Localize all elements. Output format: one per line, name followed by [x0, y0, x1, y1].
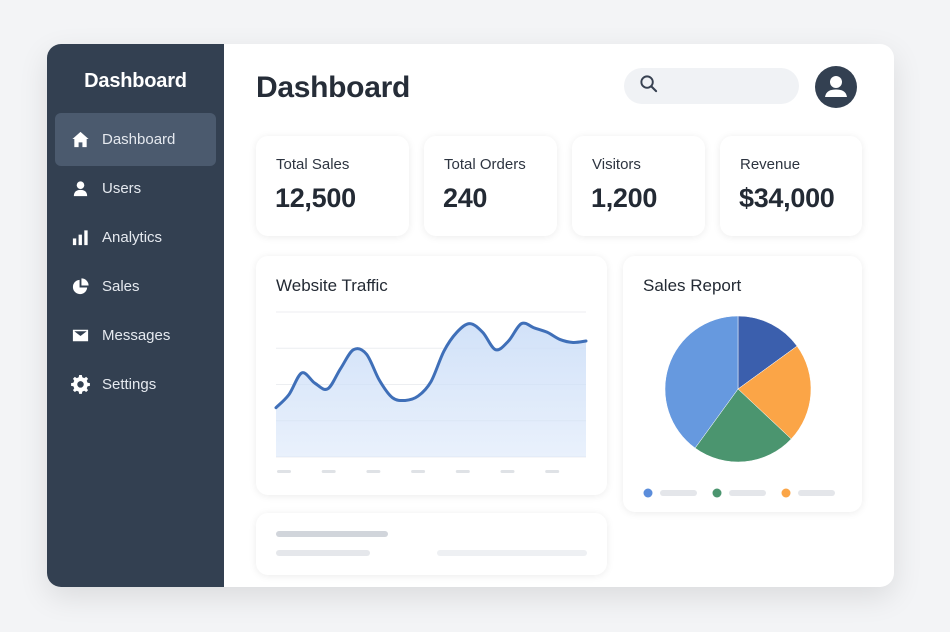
dashboard-window: Dashboard Dashboard Users Analytics [47, 44, 894, 587]
search-icon [639, 74, 658, 98]
stat-label: Visitors [592, 156, 641, 173]
bar-chart-icon [71, 228, 90, 247]
traffic-line [274, 321, 588, 410]
sidebar-item-label: Settings [102, 376, 157, 393]
sidebar-item-analytics[interactable]: Analytics [55, 211, 216, 264]
stat-card-visitors: Visitors 1,200 [572, 136, 705, 236]
pie-slice [694, 388, 792, 463]
x-tick-placeholder [411, 470, 426, 473]
sidebar-item-messages[interactable]: Messages [55, 309, 216, 362]
x-tick-placeholder [500, 470, 515, 473]
page-title: Dashboard [256, 71, 410, 104]
traffic-area [276, 323, 586, 457]
home-icon [71, 130, 90, 149]
sidebar-item-label: Analytics [102, 229, 163, 246]
sidebar-item-label: Users [102, 180, 142, 197]
x-tick-placeholder [545, 470, 560, 473]
traffic-chart [274, 311, 588, 473]
sidebar-nav: Dashboard Users Analytics Sales [47, 112, 224, 411]
legend-label-placeholder [660, 490, 697, 496]
chart-title: Sales Report [643, 276, 742, 295]
placeholder-card [256, 513, 607, 575]
pie-slice [664, 315, 739, 449]
x-tick-placeholder [366, 470, 381, 473]
website-traffic-card: Website Traffic [256, 256, 607, 495]
legend-swatch [712, 488, 722, 498]
sidebar-item-label: Messages [102, 327, 171, 344]
chart-title: Website Traffic [276, 276, 388, 295]
user-avatar-icon[interactable] [815, 66, 857, 108]
sidebar-title: Dashboard [84, 70, 187, 92]
pie-slice [737, 315, 798, 390]
user-icon [71, 179, 90, 198]
stat-value: 1,200 [591, 183, 658, 213]
legend-swatch [643, 488, 653, 498]
envelope-icon [71, 326, 90, 345]
sales-pie-chart [643, 315, 835, 498]
stat-card-revenue: Revenue $34,000 [720, 136, 862, 236]
sidebar-item-users[interactable]: Users [55, 162, 216, 215]
stat-value: $34,000 [739, 183, 835, 213]
sidebar-item-dashboard[interactable]: Dashboard [55, 113, 216, 166]
stat-card-total-sales: Total Sales 12,500 [256, 136, 409, 236]
legend-label-placeholder [798, 490, 835, 496]
x-tick-placeholder [321, 470, 336, 473]
search-input[interactable] [666, 78, 786, 94]
search-bar[interactable] [624, 68, 799, 104]
pie-chart-icon [71, 277, 90, 296]
stat-label: Total Sales [276, 156, 350, 173]
sidebar-item-settings[interactable]: Settings [55, 358, 216, 411]
stat-label: Total Orders [444, 156, 526, 173]
sidebar: Dashboard Dashboard Users Analytics [47, 44, 224, 587]
placeholder-line [437, 550, 587, 556]
stat-label: Revenue [740, 156, 801, 173]
legend-label-placeholder [729, 490, 766, 496]
placeholder-line [276, 531, 388, 537]
x-tick-placeholder [277, 470, 291, 473]
stat-value: 240 [443, 183, 488, 213]
legend-swatch [781, 488, 791, 498]
sidebar-item-label: Sales [102, 278, 140, 295]
sales-report-card: Sales Report [623, 256, 862, 512]
sidebar-item-label: Dashboard [102, 131, 176, 148]
stat-value: 12,500 [275, 183, 356, 213]
x-tick-placeholder [455, 470, 470, 473]
pie-slice [737, 345, 812, 440]
stat-card-total-orders: Total Orders 240 [424, 136, 557, 236]
sidebar-item-sales[interactable]: Sales [55, 260, 216, 313]
main-content: Dashboard Total Sales 12,500 Total Order… [224, 44, 894, 587]
gear-icon [71, 375, 90, 394]
placeholder-line [276, 550, 370, 556]
